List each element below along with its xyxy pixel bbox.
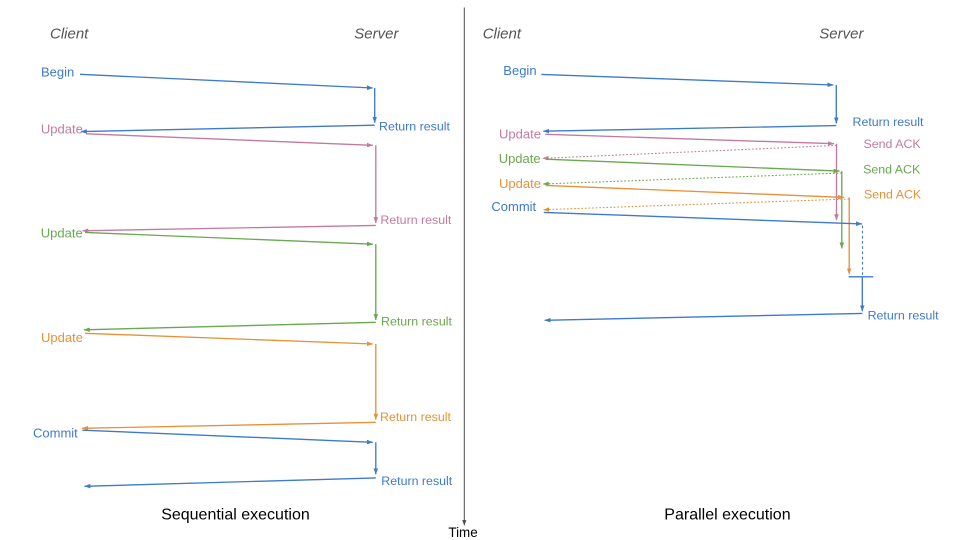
- svg-text:Return result: Return result: [868, 308, 939, 322]
- svg-text:Parallel execution: Parallel execution: [664, 506, 790, 523]
- svg-text:Time: Time: [448, 525, 477, 540]
- svg-text:Update: Update: [499, 176, 541, 191]
- svg-text:Update: Update: [41, 121, 83, 136]
- svg-text:Begin: Begin: [503, 63, 536, 78]
- svg-text:Return result: Return result: [381, 314, 452, 328]
- svg-text:Send ACK: Send ACK: [864, 188, 922, 202]
- svg-text:Sequential execution: Sequential execution: [161, 506, 310, 523]
- svg-text:Update: Update: [499, 127, 541, 142]
- svg-text:Update: Update: [41, 226, 83, 241]
- svg-text:Server: Server: [354, 26, 399, 43]
- svg-text:Commit: Commit: [491, 199, 536, 214]
- svg-text:Return result: Return result: [853, 115, 924, 129]
- svg-text:Update: Update: [499, 151, 541, 166]
- svg-text:Commit: Commit: [33, 425, 78, 440]
- svg-text:Return result: Return result: [380, 410, 451, 424]
- svg-text:Client: Client: [50, 26, 89, 43]
- svg-text:Return result: Return result: [379, 119, 450, 133]
- svg-text:Client: Client: [483, 26, 522, 43]
- svg-text:Server: Server: [819, 26, 864, 43]
- svg-text:Begin: Begin: [41, 64, 74, 79]
- svg-text:Send ACK: Send ACK: [863, 162, 921, 176]
- svg-text:Send ACK: Send ACK: [864, 137, 922, 151]
- svg-text:Update: Update: [41, 330, 83, 345]
- svg-text:Return result: Return result: [380, 213, 451, 227]
- svg-text:Return result: Return result: [381, 474, 452, 488]
